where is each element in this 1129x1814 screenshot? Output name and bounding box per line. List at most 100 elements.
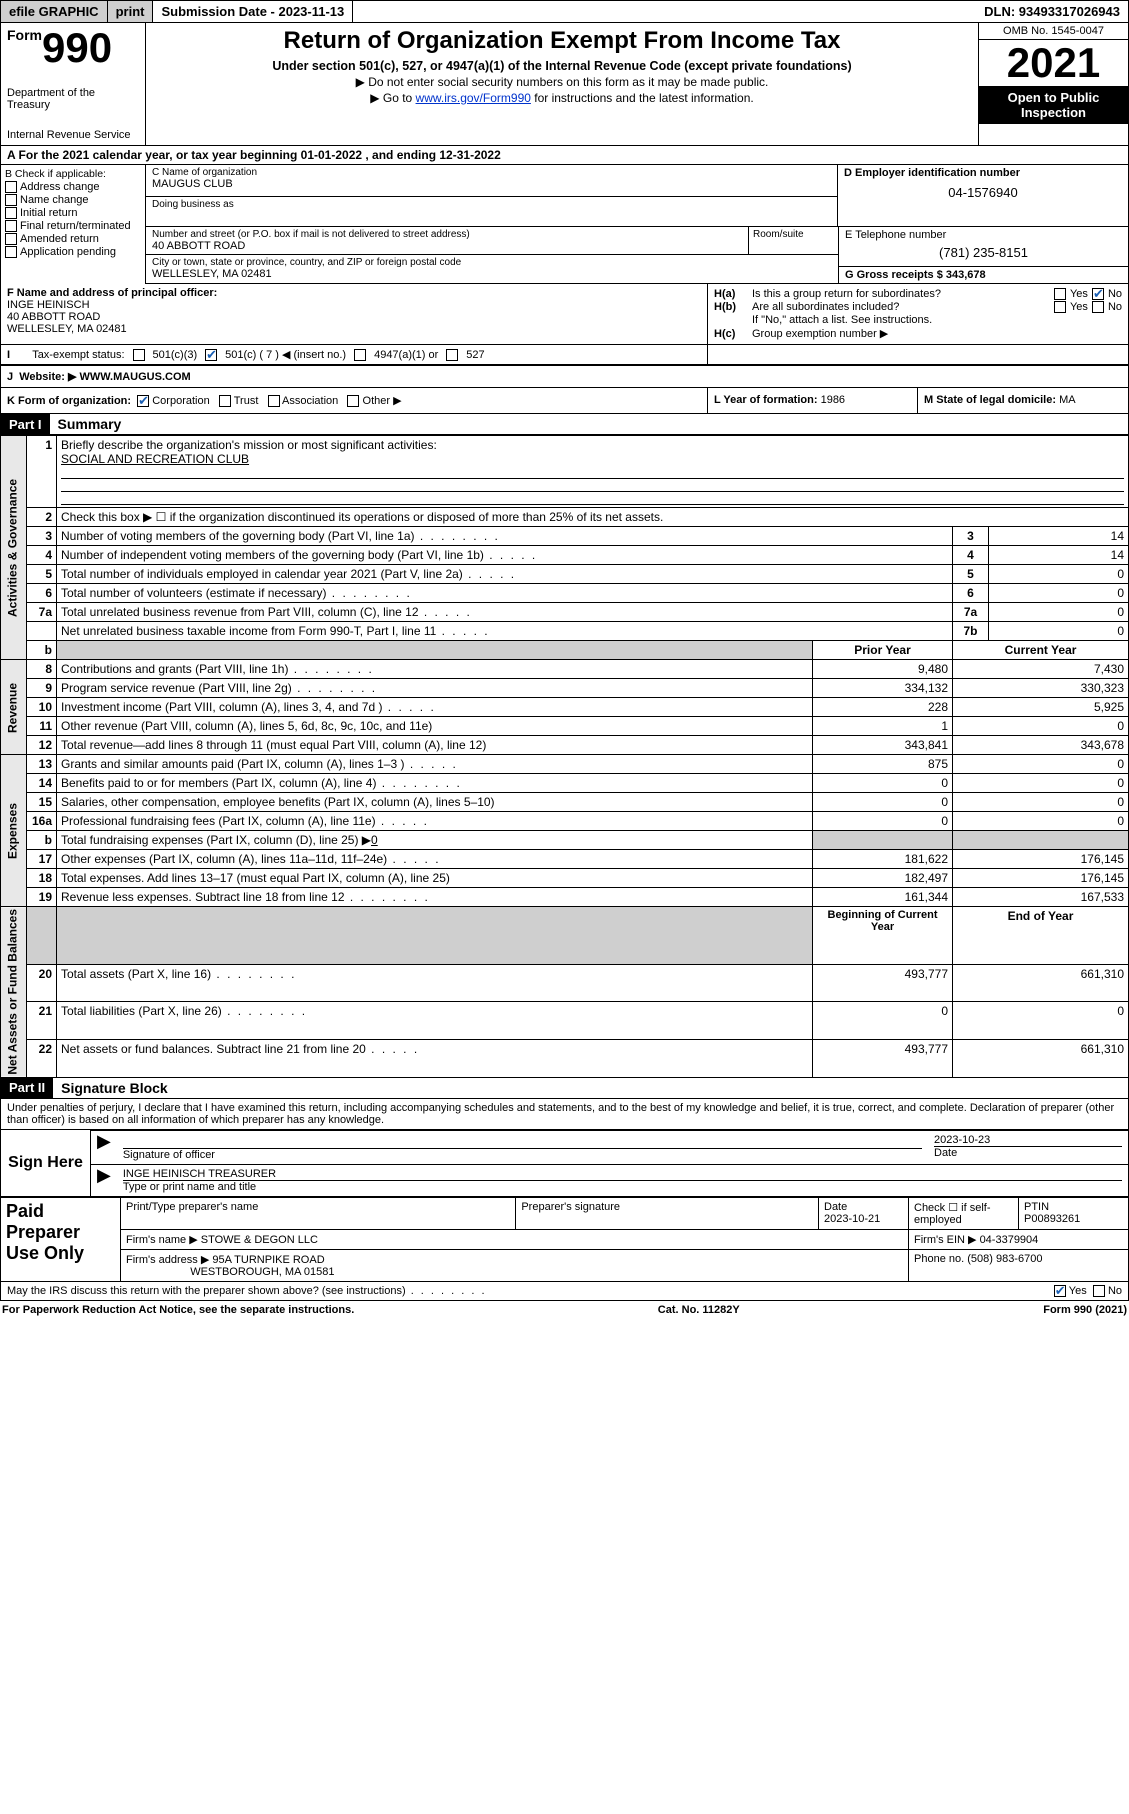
checkbox-icon[interactable]: [1092, 301, 1104, 313]
paid-preparer-label: Paid Preparer Use Only: [1, 1197, 121, 1281]
form-word: Form: [7, 27, 42, 43]
l21-d: Total liabilities (Part X, line 26): [57, 1002, 813, 1040]
checkbox-icon[interactable]: [1092, 288, 1104, 300]
b-title: B Check if applicable:: [5, 168, 141, 180]
e-lbl: E Telephone number: [845, 229, 1122, 241]
l20-c: 661,310: [953, 964, 1129, 1002]
i-opt1: 501(c) ( 7 ) ◀ (insert no.): [225, 348, 346, 361]
checkbox-icon[interactable]: [1093, 1285, 1105, 1297]
checkbox-icon[interactable]: [347, 395, 359, 407]
chk-initial-return[interactable]: Initial return: [5, 207, 141, 219]
checkbox-icon[interactable]: [1054, 288, 1066, 300]
l8-d: Contributions and grants (Part VIII, lin…: [57, 660, 813, 679]
l3-d: Number of voting members of the governin…: [57, 527, 953, 546]
c-name-block: C Name of organization MAUGUS CLUB Doing…: [146, 165, 838, 226]
form-title: Return of Organization Exempt From Incom…: [152, 27, 972, 55]
print-btn[interactable]: print: [108, 1, 154, 22]
q1-lbl: Briefly describe the organization's miss…: [61, 438, 437, 452]
l20-d: Total assets (Part X, line 16): [57, 964, 813, 1002]
checkbox-icon[interactable]: [268, 395, 280, 407]
hb-note: If "No," attach a list. See instructions…: [752, 314, 1122, 326]
efile-btn[interactable]: efile GRAPHIC: [1, 1, 108, 22]
header-middle: Return of Organization Exempt From Incom…: [146, 23, 978, 145]
l16a-d: Professional fundraising fees (Part IX, …: [57, 812, 813, 831]
yes-lbl: Yes: [1070, 288, 1088, 300]
ein-value: 04-1576940: [844, 185, 1122, 200]
part1-header: Part I Summary: [0, 414, 1129, 435]
f-officer: F Name and address of principal officer:…: [1, 284, 708, 344]
chk-address-change[interactable]: Address change: [5, 181, 141, 193]
l15-c: 0: [953, 793, 1129, 812]
l22-p: 493,777: [813, 1039, 953, 1077]
l11-c: 0: [953, 717, 1129, 736]
chk-amended-return[interactable]: Amended return: [5, 233, 141, 245]
checkbox-icon[interactable]: [133, 349, 145, 361]
l6-box: 6: [953, 584, 989, 603]
l16a-c: 0: [953, 812, 1129, 831]
no-lbl: No: [1108, 301, 1122, 313]
l14-p: 0: [813, 774, 953, 793]
side-activities: Activities & Governance: [1, 436, 27, 660]
chk-name-change[interactable]: Name change: [5, 194, 141, 206]
l15-p: 0: [813, 793, 953, 812]
tax-year: 2021: [979, 40, 1128, 86]
l19-p: 161,344: [813, 888, 953, 907]
c-address: Number and street (or P.O. box if mail i…: [146, 227, 838, 283]
chk-label: Initial return: [20, 207, 77, 219]
l5-box: 5: [953, 565, 989, 584]
firm-lbl: Firm's name ▶: [126, 1234, 198, 1246]
l9-p: 334,132: [813, 679, 953, 698]
checkbox-icon[interactable]: [446, 349, 458, 361]
note2-post: for instructions and the latest informat…: [531, 91, 754, 105]
submission-date: Submission Date - 2023-11-13: [153, 1, 353, 22]
l7b-v: 0: [989, 622, 1129, 641]
checkbox-icon[interactable]: [354, 349, 366, 361]
l5-v: 0: [989, 565, 1129, 584]
irs-discuss-q: May the IRS discuss this return with the…: [7, 1285, 487, 1297]
l17-d: Other expenses (Part IX, column (A), lin…: [57, 850, 813, 869]
checkbox-icon[interactable]: [205, 349, 217, 361]
l11-p: 1: [813, 717, 953, 736]
l14-c: 0: [953, 774, 1129, 793]
checkbox-icon[interactable]: [137, 395, 149, 407]
l12-c: 343,678: [953, 736, 1129, 755]
checkbox-icon[interactable]: [219, 395, 231, 407]
checkbox-icon: [5, 194, 17, 206]
chk-final-return[interactable]: Final return/terminated: [5, 220, 141, 232]
checkbox-icon[interactable]: [1054, 1285, 1066, 1297]
header-left: Form990 Department of the Treasury Inter…: [1, 23, 146, 145]
note-ssn: ▶ Do not enter social security numbers o…: [152, 75, 972, 89]
l4-v: 14: [989, 546, 1129, 565]
g-lbl: G Gross receipts $: [845, 269, 943, 281]
officer-name: INGE HEINISCH: [7, 299, 701, 311]
l4-d: Number of independent voting members of …: [57, 546, 953, 565]
l19-d: Revenue less expenses. Subtract line 18 …: [57, 888, 813, 907]
block-bcdeg: B Check if applicable: Address change Na…: [0, 165, 1129, 284]
l6-d: Total number of volunteers (estimate if …: [57, 584, 953, 603]
footer: For Paperwork Reduction Act Notice, see …: [0, 1301, 1129, 1319]
open2: Inspection: [981, 105, 1126, 120]
ptin: P00893261: [1024, 1213, 1080, 1225]
form-num: 990: [42, 24, 112, 71]
signature-block: Under penalties of perjury, I declare th…: [0, 1099, 1129, 1197]
l7a-d: Total unrelated business revenue from Pa…: [57, 603, 953, 622]
irs-label: Internal Revenue Service: [7, 129, 139, 141]
i-lbl: Tax-exempt status:: [32, 349, 124, 361]
l6-v: 0: [989, 584, 1129, 603]
hc-lbl: Group exemption number ▶: [752, 327, 1122, 340]
l15-d: Salaries, other compensation, employee b…: [57, 793, 813, 812]
hb-yesno: Yes No: [1054, 301, 1122, 313]
checkbox-icon[interactable]: [1054, 301, 1066, 313]
hb-key: H(b): [714, 301, 752, 313]
form-id: Form 990 (2021): [1043, 1304, 1127, 1316]
col-cd: C Name of organization MAUGUS CLUB Doing…: [146, 165, 1128, 284]
col-prior: Prior Year: [813, 641, 953, 660]
checkbox-icon: [5, 207, 17, 219]
l-year: L Year of formation: 1986: [708, 388, 918, 413]
chk-label: Amended return: [20, 233, 99, 245]
chk-application-pending[interactable]: Application pending: [5, 246, 141, 258]
irs-link[interactable]: www.irs.gov/Form990: [416, 91, 531, 105]
open1: Open to Public: [981, 90, 1126, 105]
c-name-lbl: C Name of organization: [152, 167, 831, 178]
l7b-box: 7b: [953, 622, 989, 641]
